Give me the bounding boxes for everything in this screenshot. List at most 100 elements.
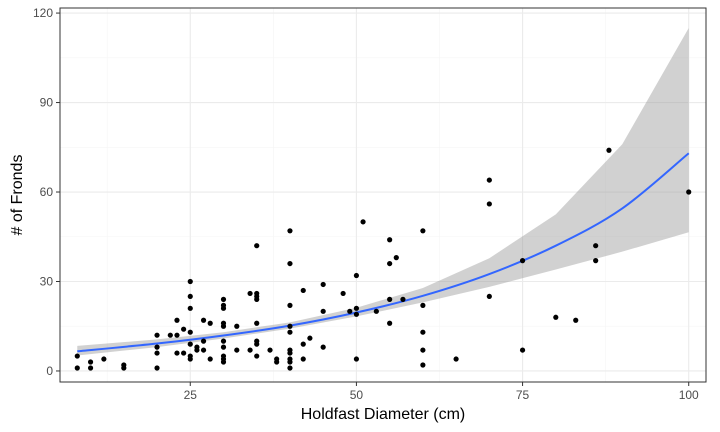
data-point <box>247 290 253 297</box>
data-point <box>300 356 306 362</box>
data-point <box>387 237 393 243</box>
y-tick-label: 90 <box>40 96 54 110</box>
x-tick-label: 100 <box>679 388 699 402</box>
data-point <box>387 320 393 326</box>
data-point <box>420 329 426 335</box>
data-point <box>320 281 326 288</box>
data-point <box>353 311 360 317</box>
data-point <box>167 332 173 338</box>
data-point <box>181 350 187 356</box>
data-point <box>267 347 273 353</box>
data-point <box>307 335 313 341</box>
data-point <box>220 338 227 344</box>
panel-border <box>59 7 707 383</box>
data-point <box>287 228 293 234</box>
confidence-ribbon <box>77 27 689 356</box>
y-tick-label: 120 <box>33 6 53 20</box>
data-point <box>353 356 360 362</box>
data-point <box>187 293 193 300</box>
data-point <box>593 243 599 249</box>
y-tick-label: 0 <box>46 364 53 378</box>
data-point <box>287 347 293 353</box>
data-point <box>453 356 459 362</box>
data-point <box>194 344 200 350</box>
data-point <box>154 332 160 338</box>
data-point <box>593 258 599 264</box>
data-point <box>74 353 80 359</box>
data-point <box>254 320 260 326</box>
data-point <box>320 344 326 350</box>
data-point <box>287 356 293 362</box>
data-point <box>187 305 193 311</box>
data-point <box>220 353 227 359</box>
y-axis-ticks: 0 30 60 90 120 <box>33 6 60 378</box>
data-point <box>207 320 213 326</box>
x-tick-label: 75 <box>516 388 530 402</box>
data-point <box>154 350 160 356</box>
data-point <box>287 302 293 308</box>
data-point <box>347 308 353 314</box>
data-point <box>207 356 213 362</box>
data-point <box>387 296 393 302</box>
data-point <box>340 290 346 297</box>
data-point <box>320 308 326 314</box>
minor-gridlines <box>60 8 706 382</box>
data-point <box>200 317 207 323</box>
y-axis-title: # of Fronds <box>9 155 26 236</box>
major-gridlines <box>60 8 706 382</box>
data-point <box>300 287 306 294</box>
data-point <box>360 219 366 225</box>
data-point <box>287 329 293 335</box>
data-point <box>254 338 260 344</box>
x-axis-title: Holdfast Diameter (cm) <box>301 406 465 423</box>
data-point <box>154 365 160 371</box>
data-point <box>420 302 426 308</box>
data-point <box>287 323 293 329</box>
data-point <box>300 341 306 347</box>
data-point <box>220 344 227 350</box>
data-point <box>174 332 180 338</box>
data-point <box>553 314 559 320</box>
data-point <box>181 326 187 332</box>
data-point <box>200 347 207 353</box>
data-point <box>154 344 160 350</box>
data-point <box>486 293 492 300</box>
data-point <box>247 347 253 353</box>
data-point <box>220 302 227 308</box>
data-point <box>254 290 260 297</box>
data-point <box>187 353 193 359</box>
data-point <box>353 272 360 279</box>
data-point <box>174 317 180 323</box>
data-point <box>200 338 207 344</box>
data-point <box>420 228 426 234</box>
data-point <box>420 362 426 368</box>
data-point <box>353 305 360 311</box>
data-point <box>519 347 526 353</box>
data-point <box>234 323 240 329</box>
data-point <box>174 350 180 356</box>
data-point <box>519 258 526 264</box>
data-point <box>254 353 260 359</box>
data-point <box>220 320 227 326</box>
data-point <box>274 356 280 362</box>
x-tick-label: 25 <box>184 388 198 402</box>
data-point <box>87 359 94 365</box>
data-point <box>686 189 692 195</box>
data-point <box>74 365 80 371</box>
data-point <box>220 296 227 302</box>
x-tick-label: 50 <box>350 388 364 402</box>
data-point <box>287 365 293 371</box>
data-point <box>121 362 127 368</box>
data-point <box>373 308 379 314</box>
x-axis-ticks: 25 50 75 100 <box>184 382 699 402</box>
data-point <box>187 341 193 347</box>
data-point <box>400 296 406 302</box>
data-point <box>234 347 240 353</box>
data-point <box>486 177 492 183</box>
y-tick-label: 30 <box>40 274 54 288</box>
data-point <box>573 317 579 323</box>
data-point <box>606 147 612 153</box>
data-point <box>187 329 193 335</box>
data-point <box>387 260 393 267</box>
